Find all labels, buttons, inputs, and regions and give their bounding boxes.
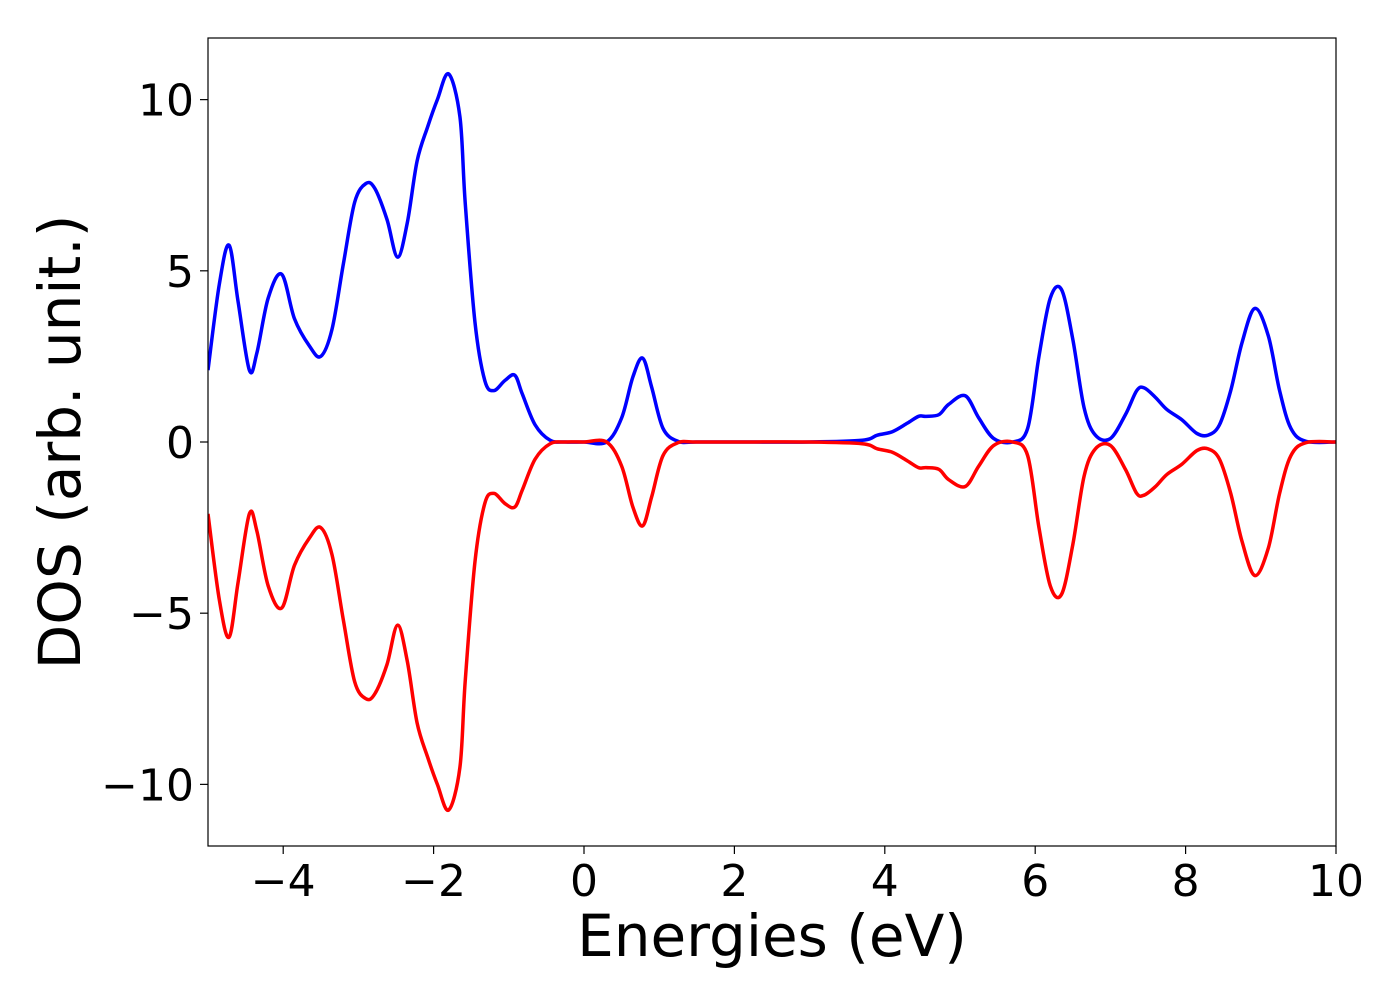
dos-series-blue: [208, 72, 1336, 446]
ticks: −4 −2 0 2 4 6 8 10 −10 −5 0 5 10: [101, 76, 1364, 907]
y-tick-label: −5: [129, 589, 194, 640]
x-tick-label: −2: [401, 856, 466, 907]
x-axis-label: Energies (eV): [577, 902, 967, 970]
plot-area: [208, 72, 1336, 812]
dos-series-red: [208, 438, 1336, 812]
x-tick-label: 8: [1172, 856, 1200, 907]
y-axis-label: DOS (arb. unit.): [26, 215, 94, 670]
x-tick-label: 6: [1021, 856, 1049, 907]
x-tick-label: 0: [570, 856, 598, 907]
axes-frame: [207, 37, 1337, 847]
y-tick-label: 5: [166, 247, 194, 298]
y-tick-label: 0: [166, 418, 194, 469]
y-tick-label: 10: [138, 76, 194, 127]
x-tick-label: 4: [871, 856, 899, 907]
x-tick-label: 10: [1308, 856, 1364, 907]
y-tick-label: −10: [101, 760, 194, 811]
x-tick-label: 2: [720, 856, 748, 907]
x-tick-label: −4: [251, 856, 316, 907]
